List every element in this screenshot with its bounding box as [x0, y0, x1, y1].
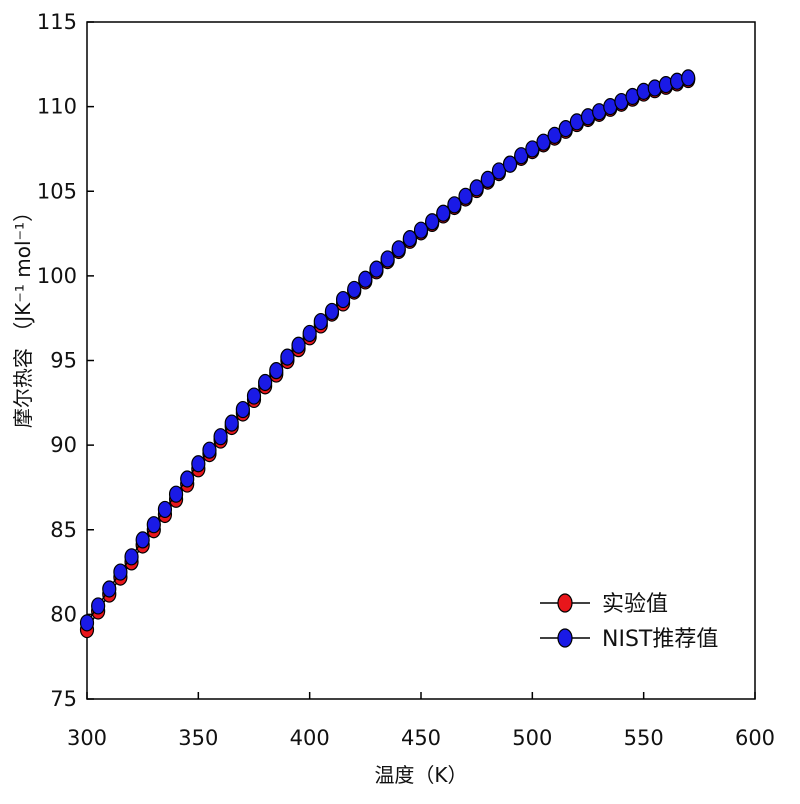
data-point-series-1	[302, 324, 317, 343]
data-point-series-1	[180, 470, 195, 488]
data-point-series-1	[335, 290, 351, 309]
y-tick-label: 80	[50, 602, 77, 626]
data-point-series-1	[347, 280, 362, 299]
y-tick-label: 110	[37, 95, 77, 119]
data-point-series-1	[402, 230, 417, 248]
data-point-series-1	[324, 302, 340, 321]
data-point-series-1	[391, 240, 406, 258]
x-axis-ticks: 300 350 400 450 500 550 600	[67, 692, 775, 750]
x-tick-label: 400	[290, 726, 330, 750]
data-point-series-1	[313, 312, 328, 331]
data-point-series-1	[491, 162, 507, 180]
series-layer	[79, 69, 696, 639]
data-point-series-1	[168, 485, 184, 503]
data-point-series-1	[135, 531, 150, 549]
data-point-series-1	[358, 270, 373, 288]
data-point-series-1	[124, 548, 139, 566]
data-point-series-1	[425, 213, 440, 231]
legend-marker	[557, 628, 573, 648]
data-point-series-1	[146, 516, 161, 534]
x-tick-label: 550	[624, 726, 664, 750]
data-point-series-1	[514, 147, 529, 165]
data-point-series-1	[469, 179, 484, 197]
y-tick-label: 90	[50, 433, 77, 457]
data-point-series-1	[102, 580, 117, 598]
data-point-series-1	[157, 500, 173, 519]
x-tick-label: 600	[735, 726, 775, 750]
y-axis-title: 摩尔热容 （JK⁻¹ mol⁻¹）	[11, 202, 35, 428]
legend-label: 实验值	[602, 592, 668, 617]
data-point-series-1	[458, 187, 473, 205]
series-line-1	[86, 77, 689, 624]
y-axis-ticks: 75 80 85 90 95 100 105 110 115	[37, 10, 94, 711]
data-point-series-1	[202, 441, 217, 459]
y-tick-label: 85	[50, 518, 77, 542]
data-point-series-1	[413, 221, 429, 239]
x-tick-label: 350	[178, 726, 218, 750]
data-point-series-1	[558, 120, 573, 138]
data-point-series-1	[681, 69, 696, 87]
data-point-series-1	[235, 400, 250, 419]
data-point-series-1	[113, 563, 128, 581]
data-point-series-1	[369, 260, 384, 278]
data-point-series-1	[480, 170, 495, 189]
data-point-series-1	[525, 140, 540, 158]
y-tick-label: 115	[37, 10, 77, 34]
data-point-series-1	[213, 428, 228, 446]
series-line-0	[86, 78, 689, 630]
y-tick-label: 75	[50, 687, 77, 711]
x-tick-label: 300	[67, 726, 107, 750]
x-axis-title: 温度（K）	[374, 763, 467, 787]
data-point-series-1	[91, 597, 106, 615]
y-tick-label: 105	[37, 179, 77, 203]
y-tick-label: 100	[37, 264, 77, 288]
data-point-series-1	[258, 373, 273, 392]
data-point-series-1	[246, 387, 262, 405]
data-point-series-1	[380, 250, 395, 268]
legend-marker	[557, 593, 573, 613]
x-tick-label: 500	[512, 726, 552, 750]
data-point-series-1	[79, 614, 95, 632]
data-point-series-1	[536, 133, 551, 151]
y-tick-label: 95	[50, 349, 77, 373]
legend: 实验值 NIST推荐值	[540, 592, 718, 652]
data-point-series-1	[436, 204, 451, 222]
legend-label: NIST推荐值	[602, 627, 718, 652]
x-tick-label: 450	[401, 726, 441, 750]
data-point-series-1	[224, 414, 239, 432]
data-point-series-1	[191, 455, 206, 473]
data-point-series-1	[502, 155, 518, 173]
data-point-series-1	[291, 336, 306, 354]
data-point-series-1	[447, 196, 462, 214]
data-point-series-1	[280, 348, 295, 366]
data-point-series-1	[269, 362, 284, 380]
data-point-series-1	[547, 126, 562, 144]
